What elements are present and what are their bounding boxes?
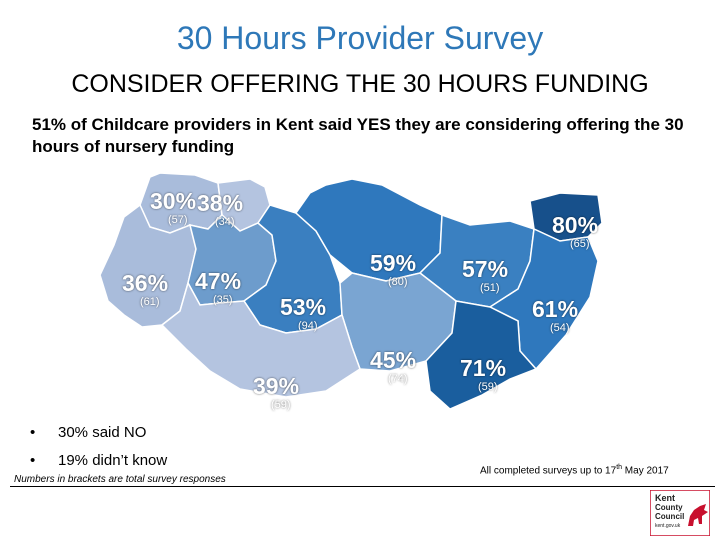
- bullet-list: • 30% said NO • 19% didn’t know: [30, 418, 167, 474]
- region-response-count: (59): [478, 381, 498, 393]
- page-title: 30 Hours Provider Survey: [176, 20, 544, 56]
- region-percentage: 53%: [280, 294, 327, 320]
- logo-line1: Kent: [655, 493, 675, 503]
- region-percentage: 47%: [195, 268, 242, 294]
- region-percentage: 39%: [253, 373, 300, 399]
- region-shape-71: [425, 300, 538, 410]
- region-percentage: 80%: [552, 212, 599, 238]
- region-response-count: (65): [570, 238, 590, 250]
- region-response-count: (54): [550, 322, 570, 334]
- footnote-date-sup: th: [616, 464, 623, 471]
- region-percentage: 61%: [532, 296, 579, 322]
- region-percentage: 57%: [462, 256, 509, 282]
- region-response-count: (61): [140, 296, 160, 308]
- logo-line4: kent.gov.uk: [655, 523, 681, 529]
- region-shape-39: [160, 281, 361, 398]
- bullet-item: • 30% said NO: [30, 418, 167, 446]
- region-percentage: 71%: [460, 355, 507, 381]
- bullet-text: 19% didn’t know: [58, 451, 168, 469]
- region-percentage: 36%: [122, 270, 169, 296]
- logo-line2: County: [655, 503, 683, 512]
- white-horse-icon: [688, 504, 708, 526]
- region-response-count: (35): [213, 294, 233, 306]
- region-response-count: (57): [168, 214, 188, 226]
- region-percentage: 30%: [150, 188, 197, 214]
- region-response-count: (94): [298, 320, 318, 332]
- footnote-survey-date: All completed surveys up to 17th May 201…: [480, 464, 669, 476]
- kent-districts-map: [99, 172, 603, 410]
- region-response-count: (80): [388, 276, 408, 288]
- footnote-bracket-note: Numbers in brackets are total survey res…: [14, 474, 226, 485]
- footnote-date-post: May 2017: [622, 465, 669, 477]
- bullet-symbol: •: [30, 423, 36, 441]
- region-response-count: (74): [388, 373, 408, 385]
- region-percentage: 45%: [370, 347, 417, 373]
- region-response-count: (51): [480, 282, 500, 294]
- region-percentage: 38%: [197, 190, 244, 216]
- bullet-symbol: •: [30, 451, 36, 469]
- footnote-date-pre: All completed surveys up to 17: [480, 465, 617, 477]
- page-subtitle: CONSIDER OFFERING THE 30 HOURS FUNDING: [71, 70, 649, 98]
- bullet-text: 30% said NO: [58, 423, 147, 441]
- logo-line3: Council: [655, 512, 684, 521]
- region-response-count: (59): [271, 399, 291, 411]
- region-response-count: (34): [215, 216, 235, 228]
- bullet-item: • 19% didn’t know: [30, 446, 167, 474]
- intro-text: 51% of Childcare providers in Kent said …: [32, 115, 684, 156]
- region-percentage: 59%: [370, 250, 417, 276]
- footer-divider: [10, 486, 715, 487]
- kent-county-council-logo: Kent County Council kent.gov.uk: [650, 490, 710, 536]
